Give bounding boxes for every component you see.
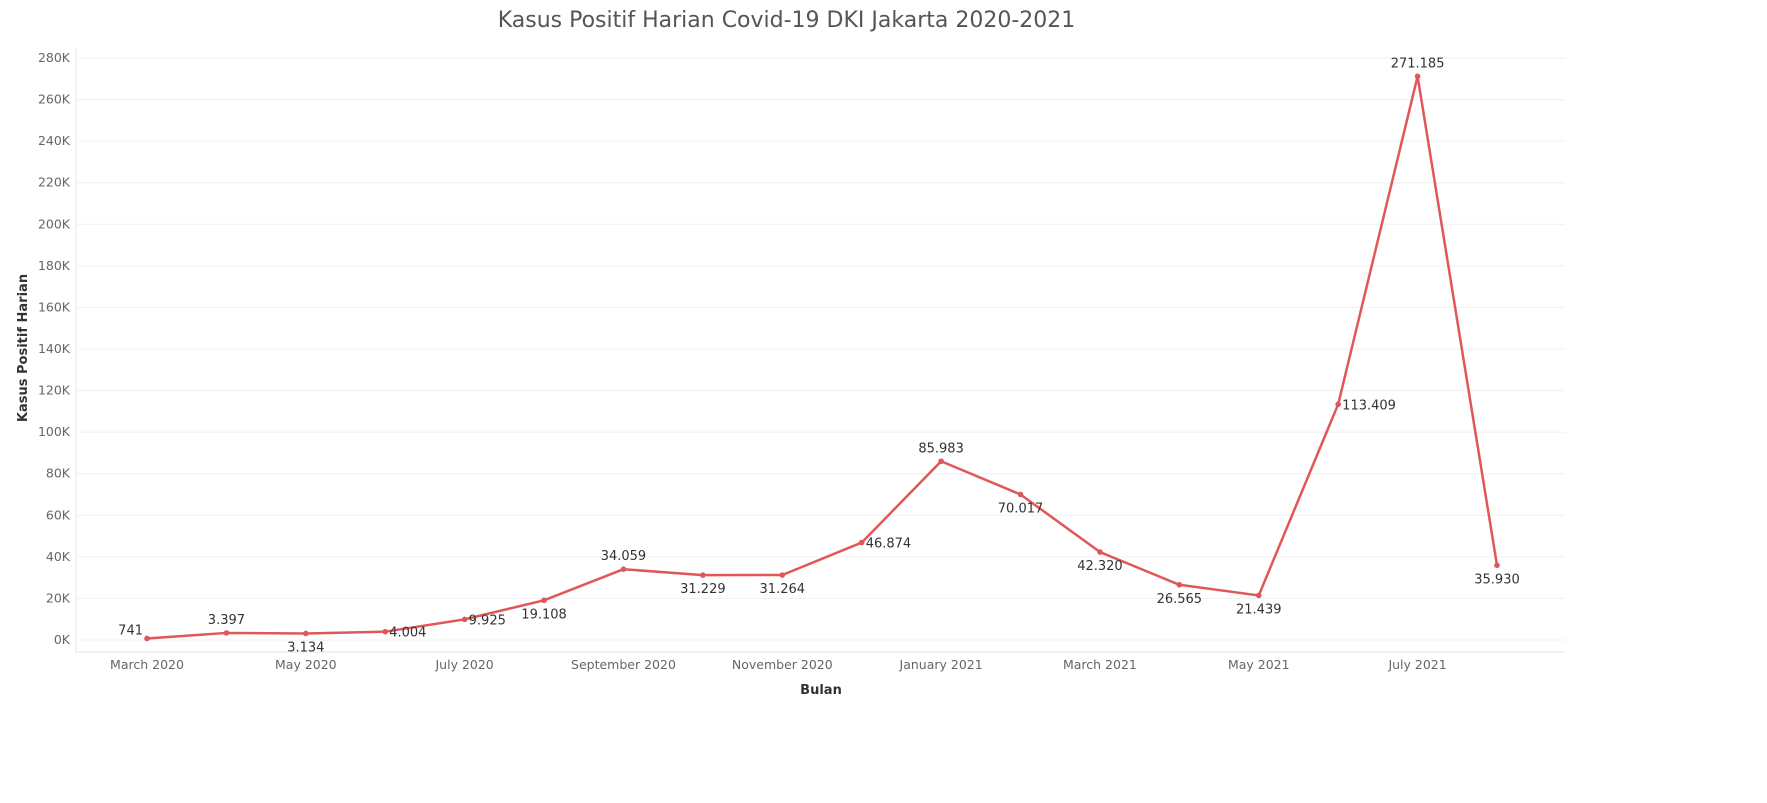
data-point bbox=[1335, 401, 1341, 408]
x-tick-label: May 2021 bbox=[1228, 657, 1290, 672]
data-point bbox=[1097, 549, 1103, 555]
data-label: 70.017 bbox=[998, 501, 1044, 516]
y-tick-label: 100K bbox=[38, 424, 71, 439]
data-label: 85.983 bbox=[918, 441, 964, 456]
data-point bbox=[382, 628, 389, 635]
y-tick-label: 0K bbox=[54, 632, 71, 647]
y-tick-label: 180K bbox=[38, 258, 71, 273]
x-tick-label: March 2021 bbox=[1063, 657, 1137, 672]
x-tick-label: March 2020 bbox=[110, 657, 184, 672]
data-label: 113.409 bbox=[1342, 398, 1396, 413]
data-point bbox=[858, 539, 865, 546]
chart-title: Kasus Positif Harian Covid-19 DKI Jakart… bbox=[497, 8, 1076, 33]
data-label: 42.320 bbox=[1077, 559, 1123, 574]
series-line bbox=[146, 75, 1499, 640]
data-point bbox=[541, 597, 547, 604]
x-tick-label: May 2020 bbox=[275, 657, 337, 672]
y-tick-label: 240K bbox=[38, 133, 71, 148]
data-label: 4.004 bbox=[389, 626, 426, 641]
data-point bbox=[1255, 592, 1262, 599]
y-tick-label: 280K bbox=[38, 50, 71, 65]
data-label: 3.397 bbox=[208, 613, 245, 628]
data-point bbox=[1494, 562, 1500, 569]
data-label: 271.185 bbox=[1391, 56, 1445, 71]
x-tick-label: July 2021 bbox=[1387, 657, 1446, 672]
data-label: 34.059 bbox=[601, 549, 647, 564]
y-tick-label: 40K bbox=[46, 549, 71, 564]
x-tick-label: September 2020 bbox=[571, 657, 676, 672]
y-tick-label: 20K bbox=[46, 590, 71, 605]
series-layer bbox=[144, 73, 1500, 642]
gridlines bbox=[75, 48, 1565, 653]
y-tick-label: 220K bbox=[38, 175, 71, 190]
data-label: 741 bbox=[118, 623, 143, 638]
y-tick-label: 160K bbox=[38, 299, 71, 314]
y-axis-ticks: 0K 20K 40K 60K 80K 100K 120K 140K 160K 180K 200K 22… bbox=[38, 50, 71, 647]
x-tick-label: January 2021 bbox=[899, 657, 983, 672]
x-axis-ticks: March 2020 May 2020 July 2020 September 202… bbox=[110, 657, 1447, 672]
data-point bbox=[223, 630, 230, 636]
data-label: 46.874 bbox=[866, 537, 912, 552]
x-tick-label: July 2020 bbox=[435, 657, 494, 672]
data-point bbox=[700, 572, 706, 578]
data-label: 31.264 bbox=[760, 582, 806, 597]
x-axis-title: Bulan bbox=[800, 683, 842, 698]
data-labels: 741 3.397 3.134 4.004 9.925 19.108 34.059 31.22… bbox=[118, 56, 1520, 655]
data-point bbox=[1414, 73, 1421, 80]
data-label: 19.108 bbox=[521, 607, 567, 622]
y-tick-label: 140K bbox=[38, 341, 71, 356]
data-label: 3.134 bbox=[287, 640, 324, 655]
data-label: 31.229 bbox=[680, 582, 726, 597]
data-point bbox=[144, 635, 150, 642]
data-point bbox=[938, 458, 944, 465]
y-tick-label: 60K bbox=[46, 507, 71, 522]
data-point bbox=[461, 616, 468, 623]
y-axis-title: Kasus Positif Harian bbox=[16, 274, 31, 422]
y-tick-label: 80K bbox=[46, 466, 71, 481]
data-label: 26.565 bbox=[1157, 592, 1203, 607]
data-label: 35.930 bbox=[1474, 572, 1520, 587]
data-label: 9.925 bbox=[469, 613, 506, 628]
data-point bbox=[303, 630, 309, 637]
data-point bbox=[1176, 581, 1183, 588]
data-point bbox=[779, 572, 786, 578]
x-tick-label: November 2020 bbox=[732, 657, 833, 672]
data-point bbox=[620, 566, 627, 573]
y-tick-label: 260K bbox=[38, 92, 71, 107]
data-point bbox=[1017, 491, 1024, 498]
data-label: 21.439 bbox=[1236, 602, 1282, 617]
y-tick-label: 120K bbox=[38, 383, 71, 398]
y-tick-label: 200K bbox=[38, 216, 71, 231]
